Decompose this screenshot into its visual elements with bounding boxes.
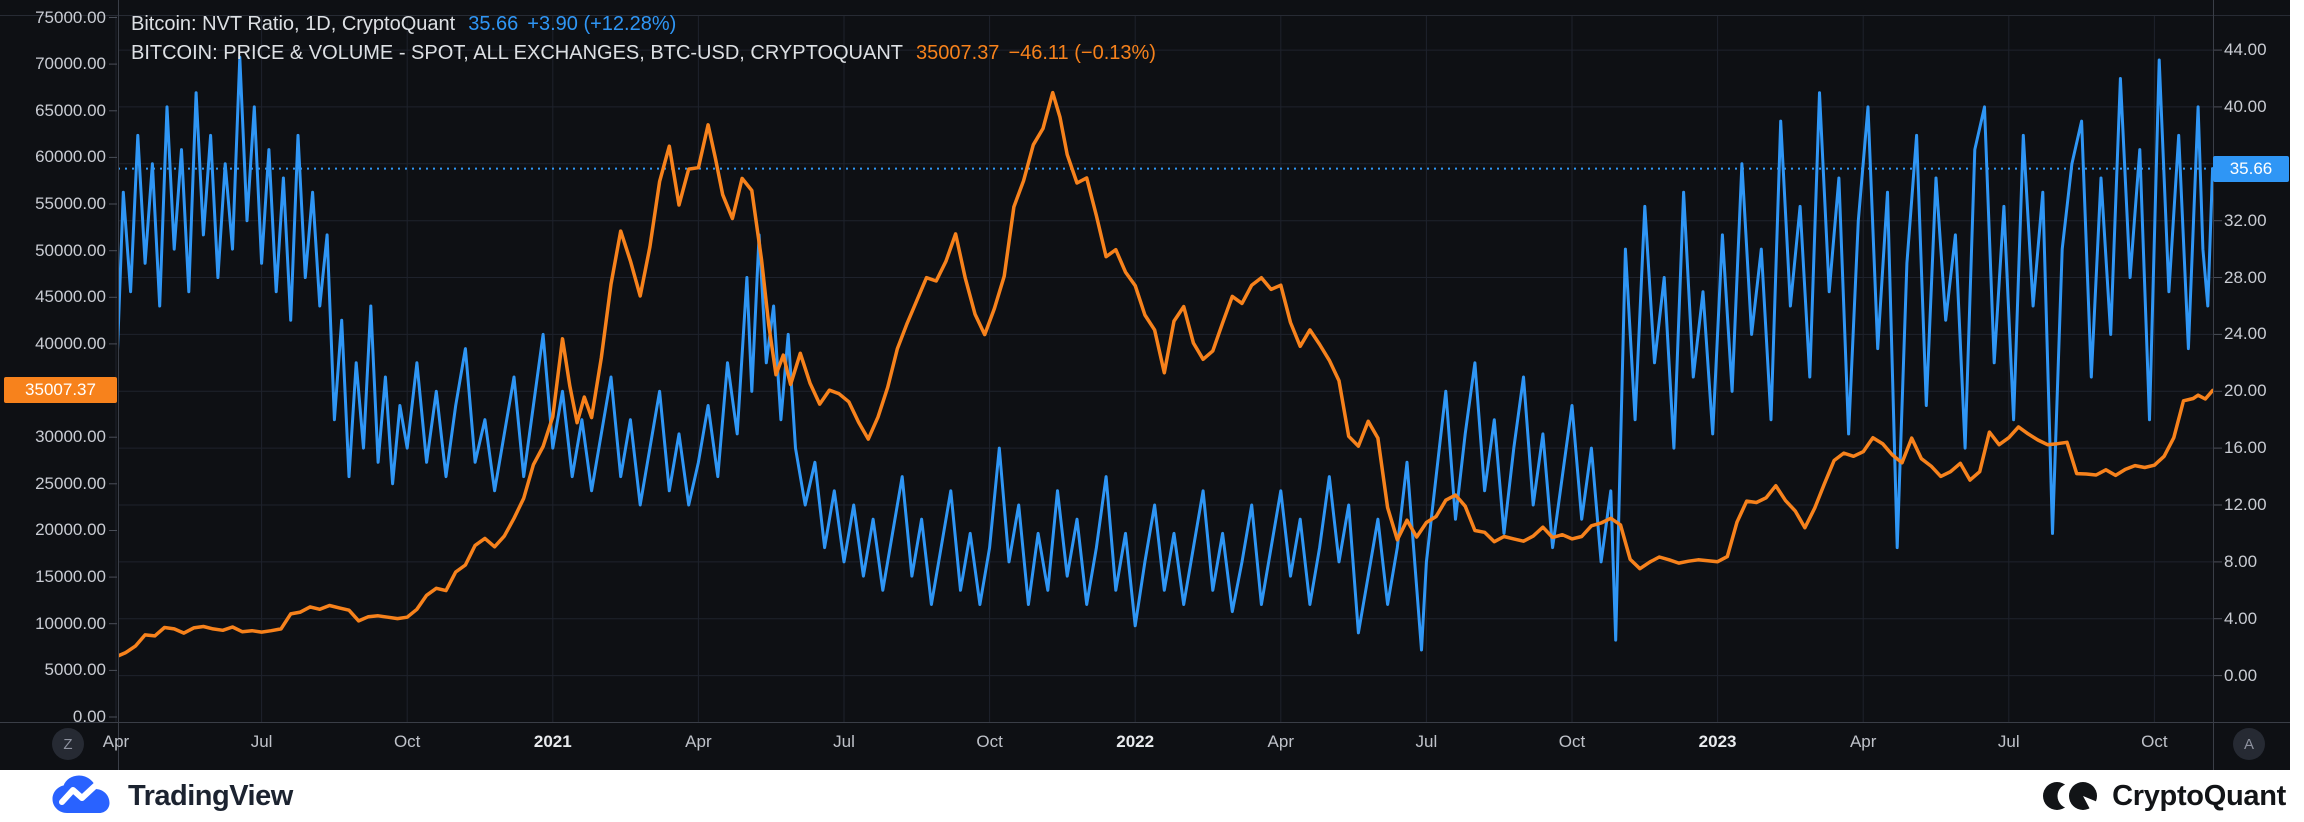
scale-a-button[interactable]: A: [2233, 728, 2265, 760]
time-label-month: Jul: [1997, 732, 2020, 751]
price-series-title: BITCOIN: PRICE & VOLUME - SPOT, ALL EXCH…: [131, 42, 904, 64]
left-axis-label: 30000.00: [35, 427, 106, 447]
right-axis-label: 20.00: [2224, 381, 2267, 401]
price-line-series: [118, 90, 2213, 658]
time-label-month: Apr: [1267, 732, 1295, 751]
cryptoquant-wordmark: CryptoQuant: [2112, 779, 2286, 812]
left-axis-label: 75000.00: [35, 7, 106, 27]
left-axis-label: 25000.00: [35, 473, 106, 493]
nvt-series-title: Bitcoin: NVT Ratio, 1D, CryptoQuant: [131, 13, 456, 35]
time-label-month: Oct: [393, 732, 421, 751]
price-change: −46.11 (−0.13%): [1008, 42, 1156, 64]
time-label-year: 2023: [1698, 732, 1737, 751]
left-axis-label: 10000.00: [35, 613, 106, 633]
cryptoquant-brand[interactable]: CryptoQuant: [2042, 779, 2286, 813]
cryptoquant-icon: [2043, 782, 2101, 812]
right-axis-label: 32.00: [2224, 210, 2267, 230]
time-axis[interactable]: Apr Jul Oct 2021 Apr Jul Oct 2022 Apr Jul Oct 2023 A…: [0, 722, 2290, 770]
right-axis-label: 16.00: [2224, 438, 2267, 458]
left-axis-label: 50000.00: [35, 240, 106, 260]
right-price-axis[interactable]: 44.00 40.00 32.00 28.00 24.00 20.00 16.00 12.00…: [2213, 0, 2290, 722]
nvt-line-series: [118, 55, 2213, 652]
tradingview-cloud-icon: [52, 775, 110, 813]
tradingview-brand[interactable]: TradingView: [50, 775, 293, 817]
legend-row-nvt[interactable]: Bitcoin: NVT Ratio, 1D, CryptoQuant 35.6…: [131, 13, 1156, 42]
time-label-month: Oct: [2141, 732, 2168, 751]
footer: TradingView CryptoQuant: [0, 770, 2304, 822]
left-axis-label: 0.00: [72, 707, 106, 726]
right-axis-label: 24.00: [2224, 324, 2267, 344]
left-axis-label: 40000.00: [35, 333, 106, 353]
left-axis-label: 20000.00: [35, 520, 106, 540]
legend-row-price[interactable]: BITCOIN: PRICE & VOLUME - SPOT, ALL EXCH…: [131, 42, 1156, 71]
right-axis-label: 40.00: [2224, 96, 2267, 116]
right-axis-label: 8.00: [2224, 551, 2258, 571]
time-label-year: 2021: [533, 732, 572, 751]
nvt-change: +3.90 (+12.28%): [527, 13, 677, 35]
price-chart-pane[interactable]: 75000.00 70000.00 65000.00 60000.00 55000.00…: [0, 0, 2290, 770]
right-axis-label: 44.00: [2224, 40, 2267, 60]
left-axis-label: 70000.00: [35, 54, 106, 74]
time-label-month: Apr: [1849, 732, 1877, 751]
right-axis-label: 0.00: [2224, 665, 2258, 685]
scale-z-button[interactable]: Z: [52, 728, 84, 760]
time-label-month: Oct: [1558, 732, 1586, 751]
left-price-axis[interactable]: 75000.00 70000.00 65000.00 60000.00 55000.00…: [0, 0, 118, 727]
left-axis-label: 15000.00: [35, 567, 106, 587]
time-label-month: Jul: [1415, 732, 1438, 751]
left-axis-label: 5000.00: [44, 660, 106, 680]
time-label-month: Apr: [685, 732, 712, 751]
price-last-value: 35007.37: [916, 42, 1000, 64]
left-axis-label: 55000.00: [35, 194, 106, 214]
time-label-year: 2022: [1116, 732, 1155, 751]
left-axis-label: 65000.00: [35, 100, 106, 120]
right-axis-label: 12.00: [2224, 494, 2267, 514]
time-label-month: Apr: [102, 732, 130, 751]
price-value-badge: 35007.37: [4, 377, 117, 404]
right-axis-label: 4.00: [2224, 608, 2258, 628]
time-label-month: Jul: [250, 732, 273, 751]
time-label-month: Jul: [833, 732, 855, 751]
tradingview-wordmark: TradingView: [128, 779, 293, 812]
chart-canvas[interactable]: [0, 0, 2290, 770]
nvt-last-value: 35.66: [468, 13, 519, 35]
right-axis-label: 28.00: [2224, 267, 2267, 287]
time-label-month: Oct: [976, 732, 1003, 751]
left-axis-label: 45000.00: [35, 287, 106, 307]
left-axis-label: 60000.00: [35, 147, 106, 167]
legend: Bitcoin: NVT Ratio, 1D, CryptoQuant 35.6…: [131, 13, 1156, 71]
nvt-value-badge: 35.66: [2213, 155, 2289, 182]
